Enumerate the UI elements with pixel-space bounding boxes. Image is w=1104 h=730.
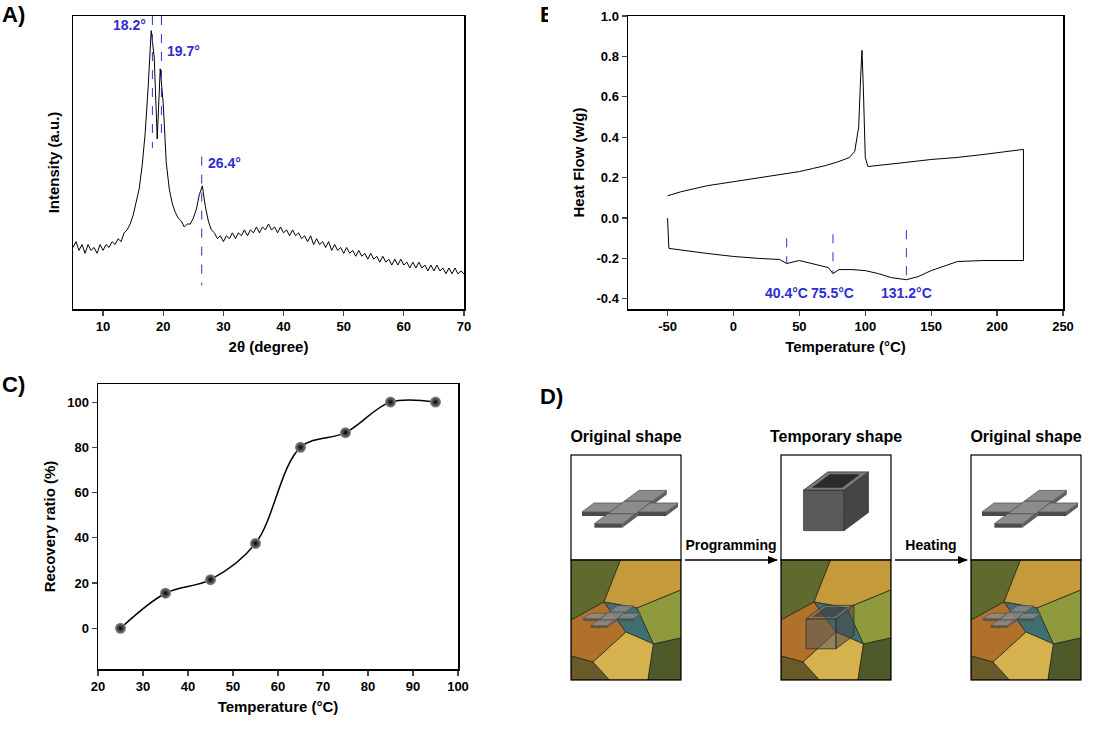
svg-text:26.4°: 26.4°	[208, 155, 241, 171]
svg-text:Recovery ratio (%): Recovery ratio (%)	[41, 461, 58, 593]
svg-text:-50: -50	[658, 319, 677, 334]
svg-text:60: 60	[397, 319, 411, 334]
svg-text:150: 150	[920, 319, 942, 334]
html-text:B): B)	[540, 2, 564, 27]
svg-text:20: 20	[91, 679, 105, 694]
svg-text:2θ (degree): 2θ (degree)	[229, 338, 309, 355]
svg-text:-0.2: -0.2	[596, 251, 618, 266]
svg-text:0.2: 0.2	[601, 170, 619, 185]
svg-text:-0.4: -0.4	[596, 291, 619, 306]
svg-text:0.6: 0.6	[601, 89, 619, 104]
svg-text:50: 50	[336, 319, 350, 334]
svg-text:200: 200	[986, 319, 1008, 334]
svg-text:131.2°C: 131.2°C	[881, 285, 932, 301]
svg-text:0.0: 0.0	[601, 211, 619, 226]
svg-text:40: 40	[74, 530, 88, 545]
svg-text:75.5°C: 75.5°C	[811, 285, 854, 301]
svg-text:Temperature (°C): Temperature (°C)	[218, 698, 339, 715]
svg-text:20: 20	[156, 319, 170, 334]
svg-text:30: 30	[216, 319, 230, 334]
svg-text:Temperature (°C): Temperature (°C)	[785, 338, 906, 355]
svg-text:60: 60	[271, 679, 285, 694]
svg-text:50: 50	[226, 679, 240, 694]
svg-text:Temporary shape: Temporary shape	[770, 428, 902, 445]
svg-text:10: 10	[96, 319, 110, 334]
svg-text:Heating: Heating	[905, 537, 956, 553]
svg-text:100: 100	[447, 679, 469, 694]
svg-text:Original shape: Original shape	[570, 428, 681, 445]
svg-text:30: 30	[136, 679, 150, 694]
svg-text:Heat Flow (w/g): Heat Flow (w/g)	[570, 108, 587, 218]
svg-text:18.2°: 18.2°	[113, 17, 146, 33]
svg-text:80: 80	[361, 679, 375, 694]
svg-text:1.0: 1.0	[601, 9, 619, 24]
html-text:A): A)	[2, 2, 26, 27]
svg-text:60: 60	[74, 485, 88, 500]
svg-text:40.4°C: 40.4°C	[765, 285, 808, 301]
svg-text:250: 250	[1052, 319, 1074, 334]
svg-text:90: 90	[406, 679, 420, 694]
svg-text:0.4: 0.4	[601, 130, 620, 145]
svg-text:100: 100	[854, 319, 876, 334]
svg-text:0: 0	[82, 621, 89, 636]
svg-text:0.8: 0.8	[601, 49, 619, 64]
svg-text:Programming: Programming	[685, 537, 776, 553]
svg-text:19.7°: 19.7°	[167, 43, 200, 59]
svg-text:70: 70	[316, 679, 330, 694]
svg-text:100: 100	[67, 395, 89, 410]
svg-text:40: 40	[181, 679, 195, 694]
html-text:C): C)	[2, 372, 26, 397]
svg-text:50: 50	[792, 319, 806, 334]
svg-text:D): D)	[540, 384, 563, 409]
svg-text:40: 40	[276, 319, 290, 334]
svg-text:80: 80	[74, 440, 88, 455]
svg-text:70: 70	[457, 319, 471, 334]
svg-text:Original shape: Original shape	[970, 428, 1081, 445]
svg-text:Intensity (a.u.): Intensity (a.u.)	[45, 112, 62, 214]
svg-text:20: 20	[74, 576, 88, 591]
svg-text:0: 0	[730, 319, 737, 334]
